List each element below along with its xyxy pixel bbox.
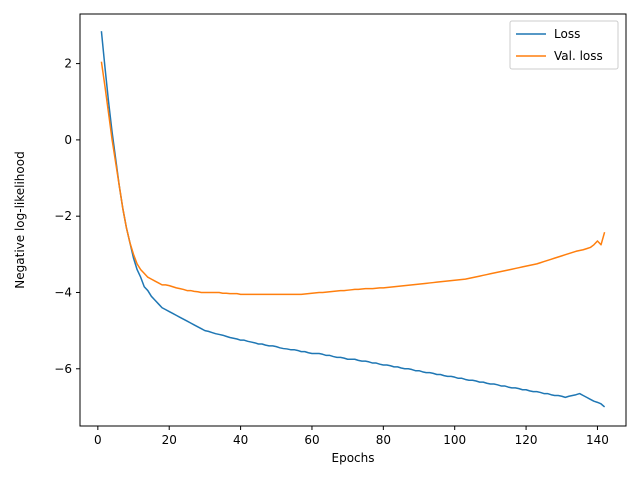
x-axis-label: Epochs <box>332 451 375 465</box>
y-axis-ticks: 2 0 −2 −4 −6 <box>54 57 80 376</box>
x-tick-label: 120 <box>515 433 538 447</box>
x-tick-label: 40 <box>233 433 248 447</box>
series-line-val-loss <box>100 61 606 296</box>
y-tick-label: −4 <box>54 285 72 299</box>
axes-frame <box>79 13 627 427</box>
x-tick-label: 80 <box>376 433 391 447</box>
legend-label-loss: Loss <box>554 27 580 41</box>
y-axis-label: Negative log-likelihood <box>13 151 27 288</box>
x-tick-label: 140 <box>586 433 609 447</box>
y-tick-label: −2 <box>54 209 72 223</box>
x-axis-ticks: 0 20 40 60 80 100 120 140 <box>94 426 609 447</box>
x-tick-label: 20 <box>162 433 177 447</box>
legend-label-val-loss: Val. loss <box>554 49 603 63</box>
y-tick-label: −6 <box>54 362 72 376</box>
x-tick-label: 0 <box>94 433 102 447</box>
series-line-loss <box>100 31 606 408</box>
legend-box <box>509 20 619 70</box>
y-tick-label: 2 <box>64 57 72 71</box>
y-tick-label: 0 <box>64 133 72 147</box>
legend: Loss Val. loss <box>509 20 619 70</box>
plot-lines <box>100 31 606 408</box>
x-tick-label: 60 <box>304 433 319 447</box>
x-tick-label: 100 <box>443 433 466 447</box>
